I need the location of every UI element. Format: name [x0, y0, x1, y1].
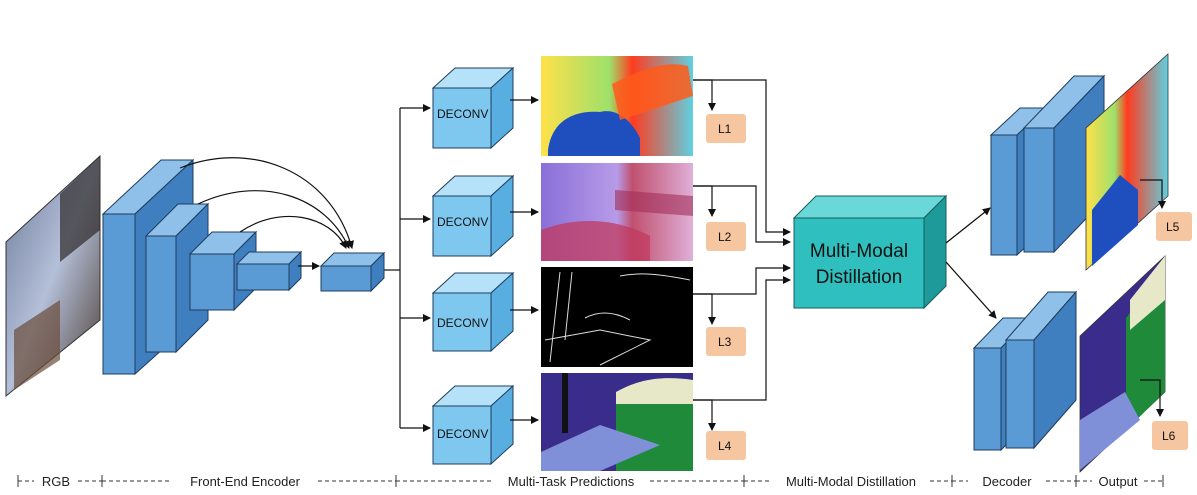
loss-box-l5: L5 — [1156, 212, 1192, 241]
surface-normal-prediction — [541, 163, 693, 261]
stage-label-distillation: Multi-Modal Distillation — [786, 474, 916, 489]
output-depth-map — [1085, 53, 1169, 271]
decoder-top-layer-2 — [1022, 74, 1106, 254]
loss-boxes: L1 L2 L3 L4 — [706, 114, 746, 460]
multi-modal-distillation-module[interactable]: Multi-Modal Distillation — [792, 194, 948, 310]
encoder-blocks — [101, 158, 386, 376]
loss-label-l5: L5 — [1166, 220, 1180, 234]
rgb-input-image — [5, 154, 101, 398]
decoder-bottom-layer-2 — [1004, 290, 1078, 450]
prediction-maps — [541, 56, 693, 471]
deconv-blocks: DECONV DECONV DECONV DECONV — [431, 66, 515, 466]
output-segmentation-map — [1079, 255, 1166, 473]
loss-label-l6: L6 — [1162, 429, 1176, 443]
fanout-arrows — [384, 104, 431, 432]
semantic-segmentation-prediction — [541, 373, 693, 471]
distillation-label-line2: Distillation — [816, 267, 903, 288]
stage-label-decoder: Decoder — [982, 474, 1032, 489]
deconv-block-3[interactable]: DECONV — [431, 271, 515, 353]
loss-label-l1: L1 — [718, 122, 732, 136]
stage-label-output: Output — [1098, 474, 1137, 489]
stage-label-predictions: Multi-Task Predictions — [508, 474, 635, 489]
skip-connections — [179, 157, 354, 270]
decoder-block-top — [989, 74, 1106, 257]
deconv-label-4: DECONV — [437, 427, 488, 441]
deconv-block-1[interactable]: DECONV — [431, 66, 515, 150]
deconv-block-2[interactable]: DECONV — [431, 174, 515, 258]
deconv-label-3: DECONV — [437, 316, 488, 330]
loss-box-l4: L4 — [706, 431, 746, 460]
deconv-label-1: DECONV — [437, 107, 488, 121]
stage-ruler: RGB Front-End Encoder Multi-Task Predict… — [17, 474, 1164, 489]
loss-label-l3: L3 — [718, 335, 732, 349]
deconv-block-4[interactable]: DECONV — [431, 384, 515, 466]
edge-prediction — [541, 267, 693, 367]
loss-box-l2: L2 — [706, 222, 746, 251]
prediction-to-distillation-arrows — [693, 79, 791, 401]
loss-box-l3: L3 — [706, 327, 746, 356]
output-loss-arrows — [1140, 179, 1166, 417]
encoder-block-4 — [235, 250, 303, 292]
stage-label-rgb: RGB — [42, 474, 70, 489]
loss-label-l4: L4 — [718, 439, 732, 453]
depth-prediction — [541, 56, 693, 156]
deconv-to-prediction-arrows — [510, 96, 539, 424]
stage-label-encoder: Front-End Encoder — [190, 474, 301, 489]
deconv-label-2: DECONV — [437, 215, 488, 229]
decoder-block-bottom — [972, 290, 1078, 452]
loss-box-l6: L6 — [1152, 421, 1188, 450]
loss-box-l1: L1 — [706, 114, 746, 143]
loss-label-l2: L2 — [718, 230, 732, 244]
bottleneck-block — [319, 251, 386, 293]
distillation-label-line1: Multi-Modal — [810, 241, 908, 262]
distillation-to-decoder-arrows — [945, 207, 997, 319]
